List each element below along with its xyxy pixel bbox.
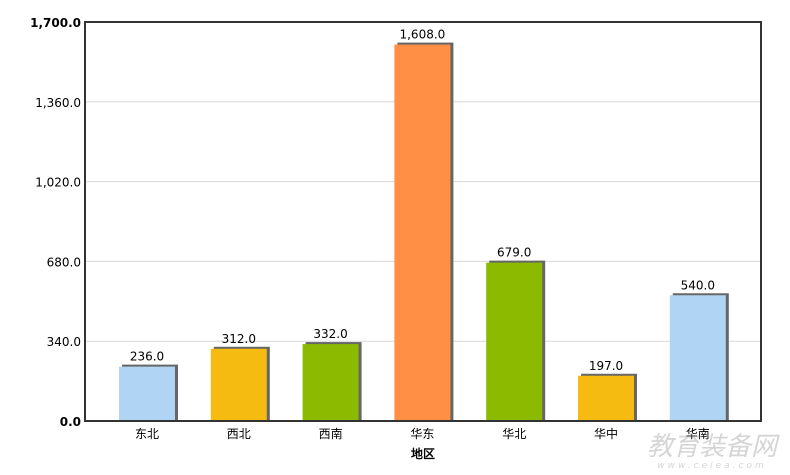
- x-axis-ticks: 东北 西北 西南 华东 华北 华中 华南: [135, 426, 710, 441]
- x-tick-label: 华东: [410, 427, 434, 441]
- bar: [394, 44, 451, 421]
- x-tick-label: 华南: [686, 426, 710, 441]
- bar: [486, 262, 543, 421]
- data-label: 332.0: [313, 327, 347, 341]
- data-label: 679.0: [497, 246, 531, 260]
- x-tick-label: 东北: [135, 427, 159, 441]
- x-tick-label: 西南: [319, 426, 343, 441]
- x-tick-label: 西北: [227, 427, 251, 441]
- data-label: 1,608.0: [399, 28, 445, 42]
- x-tick-label: 华中: [594, 426, 618, 441]
- y-axis-ticks: 0.0 340.0 680.0 1,020.0 1,360.0 1,700.0: [30, 16, 81, 429]
- data-label: 312.0: [222, 332, 256, 346]
- plot-frame: [84, 21, 762, 422]
- y-tick-label: 340.0: [47, 335, 81, 349]
- bar: [210, 348, 267, 421]
- y-tick-label: 0.0: [60, 415, 81, 429]
- x-tick-label: 华北: [502, 427, 526, 441]
- bar: [302, 344, 359, 421]
- data-label: 236.0: [130, 350, 164, 364]
- x-axis-title: 地区: [411, 446, 435, 461]
- bar: [669, 295, 726, 421]
- y-tick-label: 1,020.0: [35, 176, 81, 190]
- y-tick-label: 680.0: [47, 255, 81, 269]
- y-tick-label: 1,360.0: [35, 96, 81, 110]
- y-tick-label: 1,700.0: [30, 16, 81, 30]
- bar: [578, 375, 634, 421]
- watermark-logo: 教育装备网 www.ceiea.com: [647, 432, 780, 471]
- watermark-url: www.ceiea.com: [657, 461, 767, 471]
- bar: [119, 366, 175, 421]
- data-label: 540.0: [681, 278, 715, 292]
- data-label: 197.0: [589, 359, 623, 373]
- bars: 236.0 312.0 332.0 1,608.0 679.0 197.0 540.0: [119, 28, 729, 421]
- watermark-name: 教育装备网: [647, 432, 780, 462]
